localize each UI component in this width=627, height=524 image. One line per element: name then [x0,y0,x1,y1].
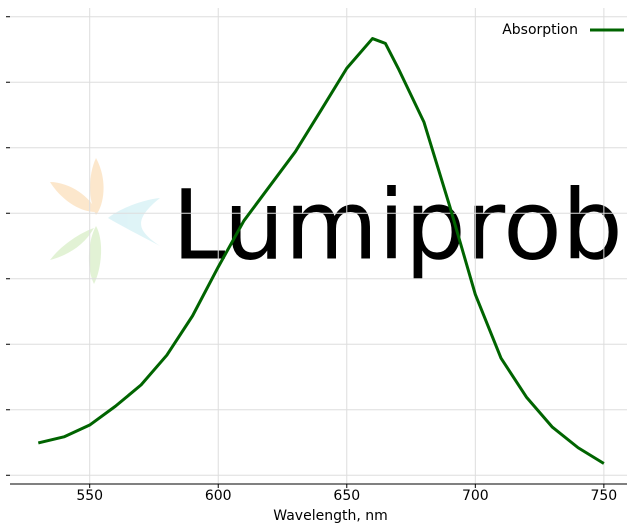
logo [50,158,160,284]
watermark: Lumiprobe [172,169,627,281]
line [37,37,605,465]
x-tick-label: 750 [590,488,617,504]
x-tick-label: 600 [205,488,232,504]
legend-label: Absorption [502,22,578,38]
x-axis-label: Wavelength, nm [273,508,387,524]
x-tick-label: 700 [462,488,489,504]
x-tick-label: 550 [76,488,103,504]
x-tick-label: 650 [333,488,360,504]
